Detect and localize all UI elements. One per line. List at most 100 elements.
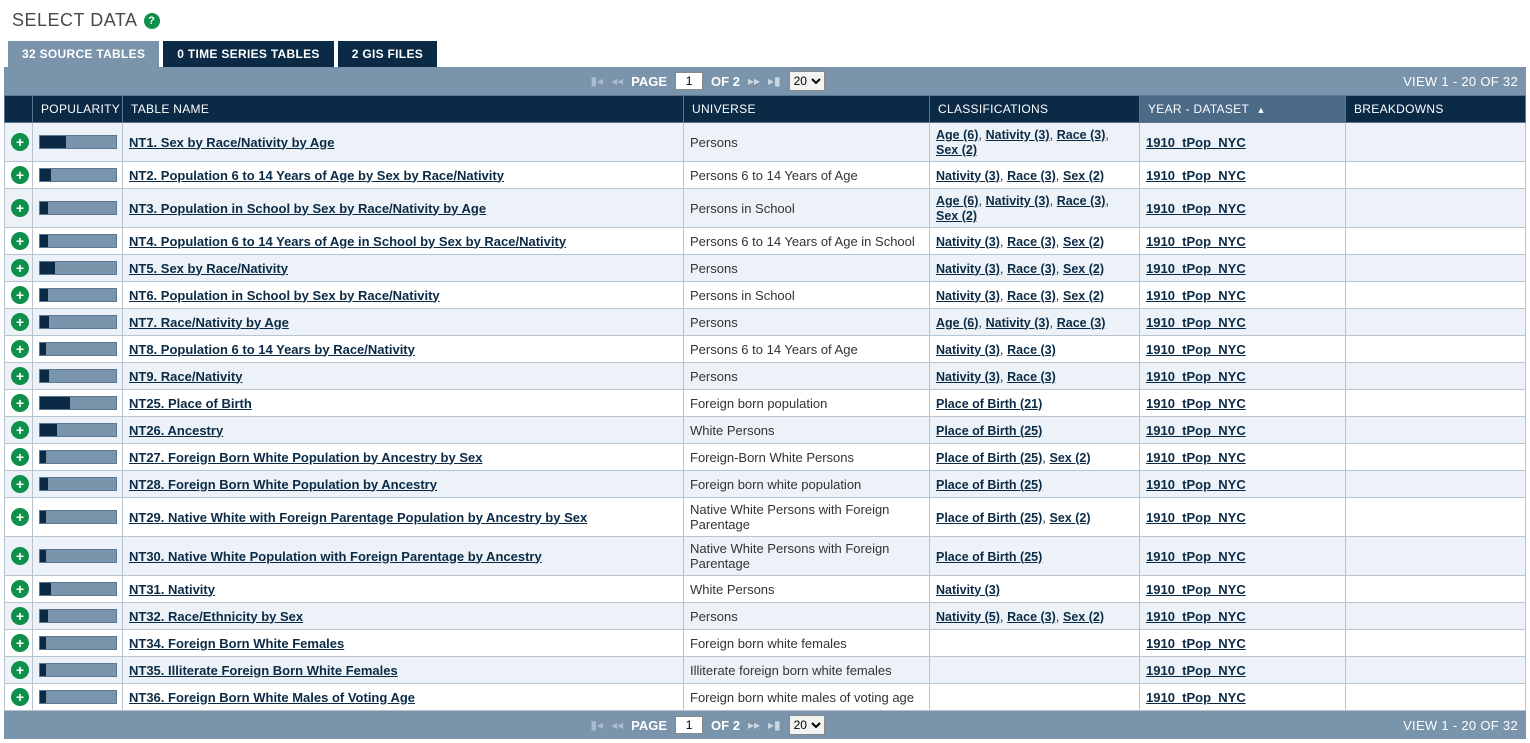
classification-link[interactable]: Nativity (3) xyxy=(936,343,1000,357)
table-name-link[interactable]: NT30. Native White Population with Forei… xyxy=(129,549,542,564)
pager-size-select[interactable]: 20 xyxy=(789,71,825,91)
classification-link[interactable]: Sex (2) xyxy=(936,143,977,157)
add-button[interactable]: + xyxy=(11,259,29,277)
add-button[interactable]: + xyxy=(11,547,29,565)
classification-link[interactable]: Place of Birth (25) xyxy=(936,478,1042,492)
pager-last-icon[interactable]: ▸▮ xyxy=(768,718,781,732)
table-name-link[interactable]: NT34. Foreign Born White Females xyxy=(129,636,344,651)
table-name-link[interactable]: NT8. Population 6 to 14 Years by Race/Na… xyxy=(129,342,415,357)
pager-page-input[interactable] xyxy=(675,716,703,734)
table-name-link[interactable]: NT26. Ancestry xyxy=(129,423,223,438)
year-dataset-link[interactable]: 1910_tPop_NYC xyxy=(1146,168,1246,183)
classification-link[interactable]: Sex (2) xyxy=(1050,451,1091,465)
table-name-link[interactable]: NT32. Race/Ethnicity by Sex xyxy=(129,609,303,624)
year-dataset-link[interactable]: 1910_tPop_NYC xyxy=(1146,609,1246,624)
table-name-link[interactable]: NT9. Race/Nativity xyxy=(129,369,242,384)
year-dataset-link[interactable]: 1910_tPop_NYC xyxy=(1146,342,1246,357)
add-button[interactable]: + xyxy=(11,580,29,598)
tab-2[interactable]: 2 GIS FILES xyxy=(338,41,437,67)
classification-link[interactable]: Place of Birth (25) xyxy=(936,451,1042,465)
add-button[interactable]: + xyxy=(11,286,29,304)
year-dataset-link[interactable]: 1910_tPop_NYC xyxy=(1146,288,1246,303)
year-dataset-link[interactable]: 1910_tPop_NYC xyxy=(1146,450,1246,465)
add-button[interactable]: + xyxy=(11,634,29,652)
pager-prev-icon[interactable]: ◂◂ xyxy=(611,718,623,732)
classification-link[interactable]: Sex (2) xyxy=(1063,262,1104,276)
year-dataset-link[interactable]: 1910_tPop_NYC xyxy=(1146,690,1246,705)
table-name-link[interactable]: NT2. Population 6 to 14 Years of Age by … xyxy=(129,168,504,183)
classification-link[interactable]: Race (3) xyxy=(1007,610,1056,624)
classification-link[interactable]: Race (3) xyxy=(1007,235,1056,249)
classification-link[interactable]: Nativity (3) xyxy=(986,128,1050,142)
classification-link[interactable]: Sex (2) xyxy=(1063,169,1104,183)
classification-link[interactable]: Age (6) xyxy=(936,194,978,208)
classification-link[interactable]: Nativity (3) xyxy=(936,235,1000,249)
table-name-link[interactable]: NT36. Foreign Born White Males of Voting… xyxy=(129,690,415,705)
add-button[interactable]: + xyxy=(11,340,29,358)
classification-link[interactable]: Place of Birth (25) xyxy=(936,424,1042,438)
tab-1[interactable]: 0 TIME SERIES TABLES xyxy=(163,41,333,67)
pager-first-icon[interactable]: ▮◂ xyxy=(590,718,603,732)
classification-link[interactable]: Age (6) xyxy=(936,316,978,330)
pager-next-icon[interactable]: ▸▸ xyxy=(748,718,760,732)
year-dataset-link[interactable]: 1910_tPop_NYC xyxy=(1146,663,1246,678)
add-button[interactable]: + xyxy=(11,394,29,412)
col-year-dataset[interactable]: YEAR - DATASET ▲ xyxy=(1140,96,1346,123)
col-universe[interactable]: UNIVERSE xyxy=(684,96,930,123)
classification-link[interactable]: Nativity (3) xyxy=(936,262,1000,276)
year-dataset-link[interactable]: 1910_tPop_NYC xyxy=(1146,477,1246,492)
classification-link[interactable]: Sex (2) xyxy=(1063,235,1104,249)
classification-link[interactable]: Place of Birth (25) xyxy=(936,550,1042,564)
add-button[interactable]: + xyxy=(11,313,29,331)
col-classifications[interactable]: CLASSIFICATIONS xyxy=(930,96,1140,123)
pager-next-icon[interactable]: ▸▸ xyxy=(748,74,760,88)
classification-link[interactable]: Race (3) xyxy=(1007,289,1056,303)
year-dataset-link[interactable]: 1910_tPop_NYC xyxy=(1146,369,1246,384)
pager-page-input[interactable] xyxy=(675,72,703,90)
add-button[interactable]: + xyxy=(11,475,29,493)
col-table-name[interactable]: TABLE NAME xyxy=(123,96,684,123)
col-popularity[interactable]: POPULARITY xyxy=(33,96,123,123)
add-button[interactable]: + xyxy=(11,199,29,217)
year-dataset-link[interactable]: 1910_tPop_NYC xyxy=(1146,261,1246,276)
add-button[interactable]: + xyxy=(11,166,29,184)
table-name-link[interactable]: NT4. Population 6 to 14 Years of Age in … xyxy=(129,234,566,249)
table-name-link[interactable]: NT28. Foreign Born White Population by A… xyxy=(129,477,437,492)
year-dataset-link[interactable]: 1910_tPop_NYC xyxy=(1146,549,1246,564)
table-name-link[interactable]: NT27. Foreign Born White Population by A… xyxy=(129,450,482,465)
year-dataset-link[interactable]: 1910_tPop_NYC xyxy=(1146,201,1246,216)
classification-link[interactable]: Sex (2) xyxy=(1063,610,1104,624)
table-name-link[interactable]: NT35. Illiterate Foreign Born White Fema… xyxy=(129,663,398,678)
table-name-link[interactable]: NT7. Race/Nativity by Age xyxy=(129,315,289,330)
classification-link[interactable]: Nativity (3) xyxy=(986,194,1050,208)
add-button[interactable]: + xyxy=(11,421,29,439)
table-name-link[interactable]: NT3. Population in School by Sex by Race… xyxy=(129,201,486,216)
classification-link[interactable]: Sex (2) xyxy=(1063,289,1104,303)
year-dataset-link[interactable]: 1910_tPop_NYC xyxy=(1146,135,1246,150)
classification-link[interactable]: Race (3) xyxy=(1057,316,1106,330)
add-button[interactable]: + xyxy=(11,232,29,250)
year-dataset-link[interactable]: 1910_tPop_NYC xyxy=(1146,396,1246,411)
classification-link[interactable]: Place of Birth (25) xyxy=(936,511,1042,525)
add-button[interactable]: + xyxy=(11,448,29,466)
classification-link[interactable]: Nativity (3) xyxy=(986,316,1050,330)
add-button[interactable]: + xyxy=(11,607,29,625)
classification-link[interactable]: Nativity (3) xyxy=(936,583,1000,597)
year-dataset-link[interactable]: 1910_tPop_NYC xyxy=(1146,234,1246,249)
classification-link[interactable]: Sex (2) xyxy=(1050,511,1091,525)
add-button[interactable]: + xyxy=(11,367,29,385)
year-dataset-link[interactable]: 1910_tPop_NYC xyxy=(1146,582,1246,597)
classification-link[interactable]: Race (3) xyxy=(1057,128,1106,142)
add-button[interactable]: + xyxy=(11,133,29,151)
table-name-link[interactable]: NT29. Native White with Foreign Parentag… xyxy=(129,510,587,525)
classification-link[interactable]: Race (3) xyxy=(1007,343,1056,357)
pager-first-icon[interactable]: ▮◂ xyxy=(590,74,603,88)
year-dataset-link[interactable]: 1910_tPop_NYC xyxy=(1146,423,1246,438)
table-name-link[interactable]: NT1. Sex by Race/Nativity by Age xyxy=(129,135,334,150)
pager-size-select[interactable]: 20 xyxy=(789,715,825,735)
pager-prev-icon[interactable]: ◂◂ xyxy=(611,74,623,88)
classification-link[interactable]: Race (3) xyxy=(1007,169,1056,183)
classification-link[interactable]: Place of Birth (21) xyxy=(936,397,1042,411)
year-dataset-link[interactable]: 1910_tPop_NYC xyxy=(1146,315,1246,330)
table-name-link[interactable]: NT25. Place of Birth xyxy=(129,396,252,411)
